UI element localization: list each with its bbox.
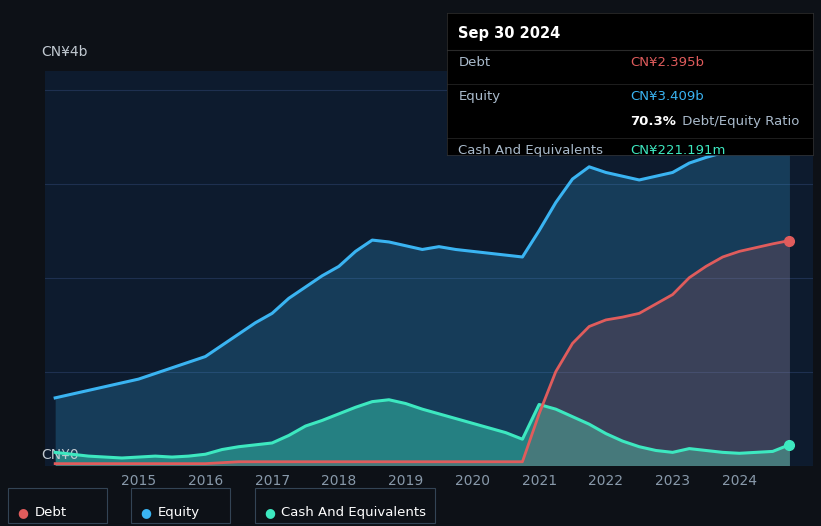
Text: Sep 30 2024: Sep 30 2024 — [458, 26, 561, 41]
Text: Equity: Equity — [158, 507, 200, 519]
Text: Cash And Equivalents: Cash And Equivalents — [281, 507, 426, 519]
Text: CN¥0: CN¥0 — [41, 448, 79, 462]
Text: CN¥4b: CN¥4b — [41, 45, 88, 59]
Text: CN¥221.191m: CN¥221.191m — [631, 144, 726, 157]
Text: Cash And Equivalents: Cash And Equivalents — [458, 144, 603, 157]
Text: Debt/Equity Ratio: Debt/Equity Ratio — [677, 115, 799, 128]
Text: Debt: Debt — [34, 507, 67, 519]
Text: Debt: Debt — [458, 56, 490, 69]
Text: ●: ● — [264, 507, 275, 519]
Text: Equity: Equity — [458, 90, 501, 103]
Text: CN¥3.409b: CN¥3.409b — [631, 90, 704, 103]
Text: CN¥2.395b: CN¥2.395b — [631, 56, 704, 69]
Text: ●: ● — [17, 507, 29, 519]
Text: ●: ● — [140, 507, 152, 519]
Text: 70.3%: 70.3% — [631, 115, 676, 128]
